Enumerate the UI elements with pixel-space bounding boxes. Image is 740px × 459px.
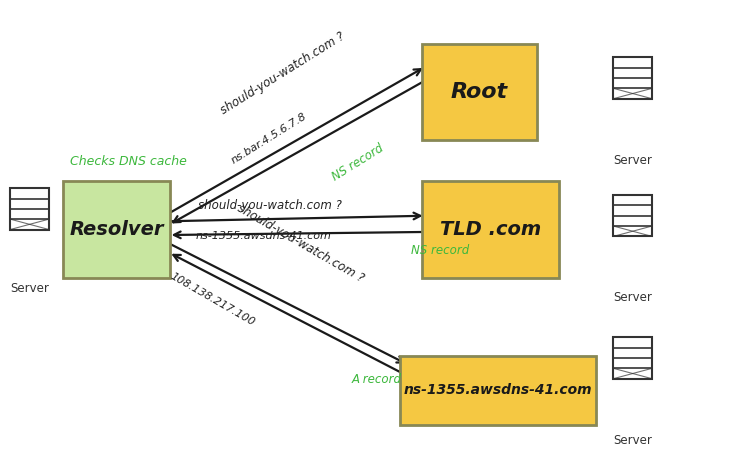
Text: Server: Server [613,434,652,447]
Bar [613,57,652,99]
Text: NS record: NS record [329,142,386,184]
Text: should-you-watch.com ?: should-you-watch.com ? [218,30,347,117]
Text: A record: A record [352,374,402,386]
Text: ns.bar.4.5.6.7.8: ns.bar.4.5.6.7.8 [229,111,309,165]
Text: 108.138.217.100: 108.138.217.100 [169,272,257,328]
Bar [613,195,652,236]
Text: Root: Root [451,82,508,102]
FancyBboxPatch shape [422,44,536,140]
Text: ns-1355.awsdns-41.com: ns-1355.awsdns-41.com [196,230,332,241]
Text: NS record: NS record [411,244,469,257]
FancyBboxPatch shape [63,181,170,278]
FancyBboxPatch shape [422,181,559,278]
Text: Checks DNS cache: Checks DNS cache [70,155,187,168]
Text: Server: Server [10,282,49,295]
Text: Server: Server [613,154,652,167]
Bar [613,337,652,379]
Bar [10,188,49,230]
Text: should-you-watch.com ?: should-you-watch.com ? [198,199,342,212]
FancyBboxPatch shape [400,356,596,425]
Text: TLD .com: TLD .com [440,220,541,239]
Text: should-you-watch.com ?: should-you-watch.com ? [235,202,366,285]
Text: Resolver: Resolver [70,220,164,239]
Text: ns-1355.awsdns-41.com: ns-1355.awsdns-41.com [403,383,592,397]
Text: Server: Server [613,291,652,304]
